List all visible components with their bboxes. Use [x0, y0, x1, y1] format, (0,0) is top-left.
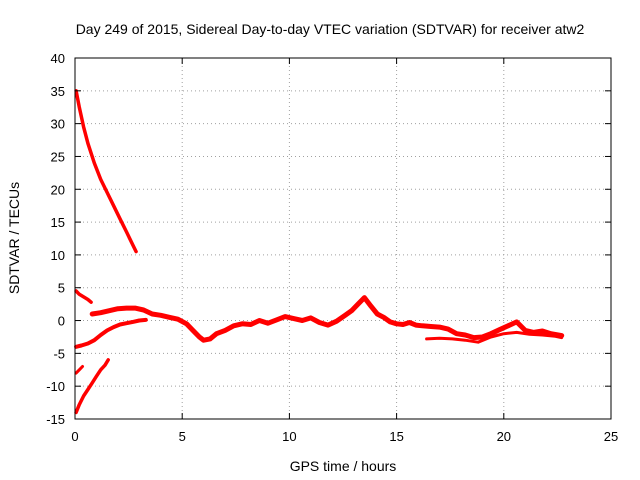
- y-axis-label: SDTVAR / TECUs: [6, 182, 22, 294]
- chart-title: Day 249 of 2015, Sidereal Day-to-day VTE…: [76, 21, 585, 37]
- x-axis-label: GPS time / hours: [290, 458, 397, 474]
- y-tick-label: 15: [51, 215, 65, 230]
- y-tick-label: 5: [58, 281, 65, 296]
- series-arc-descending-high: [74, 89, 138, 254]
- x-tick-label: 10: [282, 429, 296, 444]
- series-arc-rising-mid: [74, 317, 148, 349]
- x-tick-label: 20: [497, 429, 511, 444]
- y-tick-label: 20: [51, 182, 65, 197]
- y-tick-label: -10: [46, 379, 65, 394]
- y-tick-label: 35: [51, 84, 65, 99]
- series-arc-rising-low: [74, 358, 110, 415]
- x-tick-label: 0: [71, 429, 78, 444]
- y-tick-label: -15: [46, 412, 65, 427]
- tick-labels-layer: 0 5 10 15 20 25 -15 -10 -5 0 5 10 15 20 25 30 35 40: [46, 51, 618, 444]
- y-tick-label: 10: [51, 248, 65, 263]
- y-tick-label: 30: [51, 117, 65, 132]
- series-main-trace: [89, 295, 565, 343]
- y-tick-label: 40: [51, 51, 65, 66]
- plot-frame: [74, 57, 612, 420]
- series-layer: [74, 89, 565, 415]
- y-tick-label: -5: [53, 346, 65, 361]
- x-tick-label: 25: [604, 429, 618, 444]
- series-late-offset: [425, 330, 564, 344]
- series-arc-short-positive: [74, 289, 93, 304]
- ticks-layer: [74, 57, 612, 420]
- y-tick-label: 0: [58, 314, 65, 329]
- y-tick-label: 25: [51, 149, 65, 164]
- grid-layer: [75, 58, 611, 419]
- series-arc-short-negative: [74, 365, 84, 375]
- x-tick-label: 15: [389, 429, 403, 444]
- x-tick-label: 5: [179, 429, 186, 444]
